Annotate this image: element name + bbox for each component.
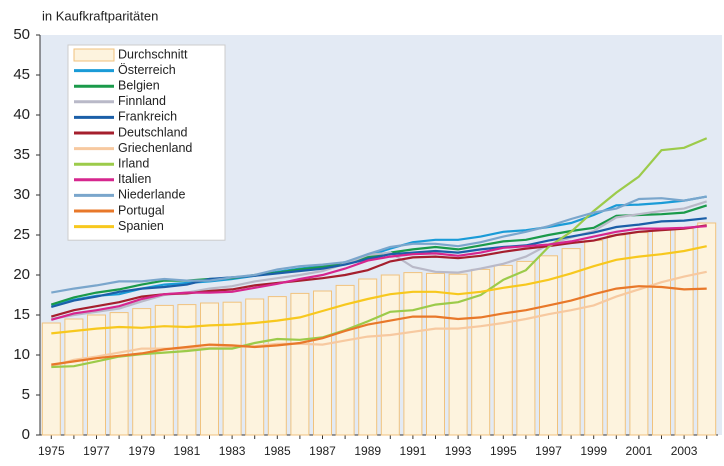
x-tick-label: 1989: [354, 444, 381, 458]
y-tick-label: 5: [22, 386, 30, 403]
x-tick-label: 2001: [626, 444, 653, 458]
x-tick-label: 1979: [128, 444, 155, 458]
bar: [87, 314, 106, 436]
legend-label: Portugal: [118, 203, 165, 217]
legend-label: Durchschnitt: [118, 47, 188, 61]
bar: [448, 273, 468, 436]
legend-label: Griechenland: [118, 141, 192, 155]
x-tick-label: 1997: [535, 444, 562, 458]
legend-label: Deutschland: [118, 125, 188, 139]
legend-label: Italien: [118, 172, 151, 186]
y-tick-label: 20: [13, 266, 30, 283]
x-tick-label: 1983: [219, 444, 246, 458]
x-tick-label: 1987: [309, 444, 336, 458]
y-tick-label: 15: [13, 306, 30, 323]
y-tick-label: 35: [13, 146, 30, 163]
bar: [177, 304, 197, 436]
bar: [652, 228, 671, 436]
x-tick-label: 1995: [490, 444, 517, 458]
line: [51, 225, 707, 321]
y-tick-label: 0: [22, 426, 30, 443]
y-tick-label: 25: [13, 226, 30, 243]
bar: [290, 292, 310, 436]
y-tick-label: 10: [13, 346, 30, 363]
bar: [358, 278, 378, 436]
bar: [674, 228, 694, 436]
bar: [245, 298, 265, 436]
line: [51, 217, 707, 309]
x-tick-label: 1993: [445, 444, 472, 458]
bar: [380, 274, 400, 436]
legend-box: [67, 44, 226, 241]
x-tick-label: 1999: [580, 444, 607, 458]
bar: [493, 264, 513, 436]
bar: [132, 308, 152, 436]
legend-swatch: [73, 48, 115, 62]
y-tick-label: 45: [13, 66, 30, 83]
legend-label: Belgien: [118, 78, 160, 92]
legend-label: Finnland: [118, 94, 166, 108]
bar: [539, 255, 558, 436]
bar: [267, 296, 287, 436]
legend-label: Spanien: [118, 219, 164, 233]
line: [51, 245, 707, 335]
bar: [154, 304, 174, 436]
line: [51, 137, 708, 369]
x-tick-label: 1985: [264, 444, 291, 458]
legend-label: Niederlande: [118, 188, 185, 202]
bar: [109, 312, 129, 436]
bar: [606, 234, 626, 436]
x-tick-label: 1975: [38, 444, 65, 458]
x-tick-label: 1991: [400, 444, 427, 458]
bar: [64, 318, 84, 436]
bar: [516, 260, 536, 436]
bar: [629, 232, 649, 436]
bar: [426, 272, 445, 436]
x-tick-label: 2003: [671, 444, 698, 458]
bar: [222, 301, 242, 436]
bar: [41, 322, 61, 436]
line: [51, 195, 707, 294]
bar: [313, 290, 332, 436]
bar: [697, 222, 717, 436]
y-tick-label: 40: [13, 106, 30, 123]
legend-label: Irland: [118, 156, 149, 170]
bar: [584, 240, 604, 436]
y-tick-label: 50: [13, 26, 30, 43]
line: [51, 195, 707, 307]
legend-label: Österreich: [118, 63, 176, 77]
bar: [403, 272, 423, 436]
bar: [335, 284, 355, 436]
x-tick-label: 1981: [174, 444, 201, 458]
line: [50, 204, 708, 306]
y-axis-label: in Kaufkraftparitäten: [42, 8, 158, 23]
line: [51, 270, 707, 368]
legend-label: Frankreich: [118, 110, 177, 124]
line: [51, 285, 707, 366]
bar: [200, 302, 219, 436]
y-tick-label: 30: [13, 186, 30, 203]
bar: [561, 248, 581, 436]
x-tick-label: 1977: [83, 444, 110, 458]
